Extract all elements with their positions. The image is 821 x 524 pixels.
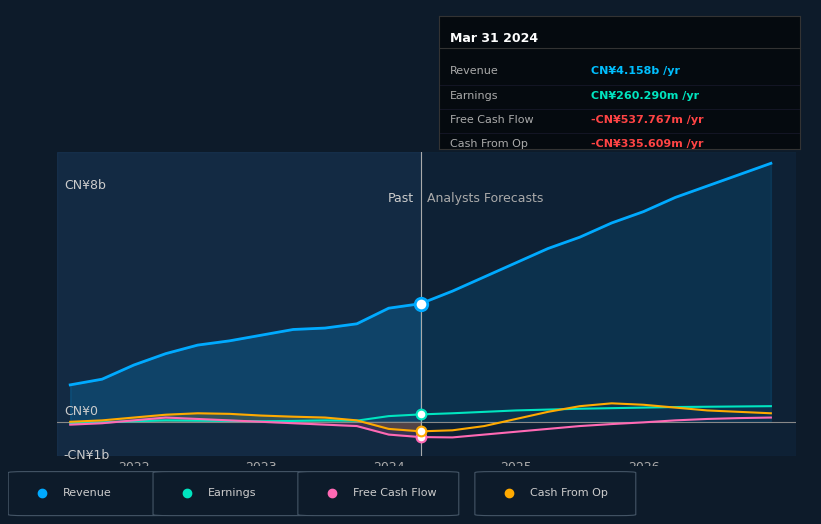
Text: CN¥260.290m /yr: CN¥260.290m /yr: [591, 91, 699, 101]
FancyBboxPatch shape: [8, 472, 169, 516]
Text: Past: Past: [388, 192, 414, 205]
Text: -CN¥537.767m /yr: -CN¥537.767m /yr: [591, 115, 704, 125]
Text: CN¥8b: CN¥8b: [64, 179, 106, 192]
Text: -CN¥1b: -CN¥1b: [64, 449, 110, 462]
Text: CN¥0: CN¥0: [64, 405, 98, 418]
Bar: [57, 152, 420, 456]
FancyBboxPatch shape: [153, 472, 314, 516]
Text: Free Cash Flow: Free Cash Flow: [450, 115, 534, 125]
Text: Analysts Forecasts: Analysts Forecasts: [427, 192, 544, 205]
Text: Revenue: Revenue: [450, 67, 499, 77]
FancyBboxPatch shape: [298, 472, 459, 516]
Bar: [420, 152, 796, 456]
Text: Earnings: Earnings: [208, 487, 256, 498]
Text: -CN¥335.609m /yr: -CN¥335.609m /yr: [591, 139, 704, 149]
Text: Free Cash Flow: Free Cash Flow: [352, 487, 436, 498]
Text: Earnings: Earnings: [450, 91, 498, 101]
Text: Mar 31 2024: Mar 31 2024: [450, 32, 539, 45]
Text: Cash From Op: Cash From Op: [530, 487, 608, 498]
Text: Cash From Op: Cash From Op: [450, 139, 528, 149]
Text: Revenue: Revenue: [63, 487, 112, 498]
Text: CN¥4.158b /yr: CN¥4.158b /yr: [591, 67, 680, 77]
FancyBboxPatch shape: [475, 472, 635, 516]
